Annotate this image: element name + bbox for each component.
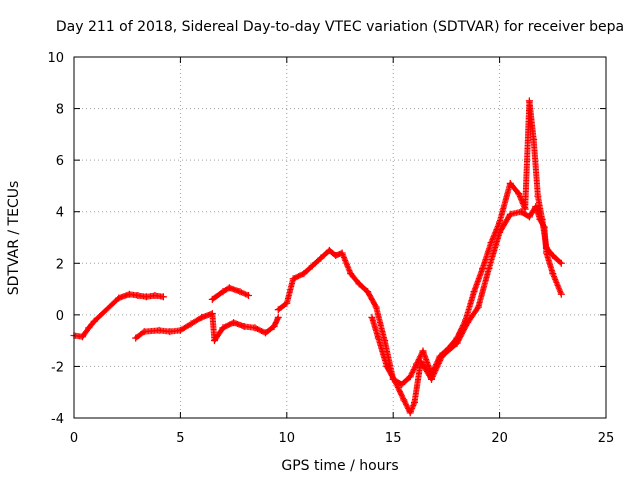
x-tick-label: 0 bbox=[70, 431, 78, 446]
series-trace-upper_track bbox=[72, 99, 564, 387]
y-tick-label: 4 bbox=[56, 206, 64, 221]
x-tick-label: 20 bbox=[491, 431, 508, 446]
x-tick-label: 15 bbox=[385, 431, 402, 446]
x-tick-label: 5 bbox=[176, 431, 184, 446]
y-tick-label: -4 bbox=[51, 412, 64, 427]
ticks: 0 5 10 15 20 25 -4 -2 0 2 4 6 8 10 bbox=[47, 51, 614, 446]
grid bbox=[74, 57, 606, 418]
y-tick-label: -2 bbox=[51, 360, 64, 375]
y-axis-label: SDTVAR / TECUs bbox=[6, 181, 22, 296]
x-tick-label: 10 bbox=[279, 431, 296, 446]
series-lower_track bbox=[132, 203, 565, 417]
data-marks bbox=[70, 97, 565, 417]
x-axis-label: GPS time / hours bbox=[281, 458, 398, 474]
y-tick-label: 0 bbox=[56, 309, 64, 324]
plot-frame bbox=[73, 56, 607, 419]
y-tick-label: 6 bbox=[56, 154, 64, 169]
y-tick-label: 10 bbox=[47, 51, 64, 66]
x-tick-label: 25 bbox=[598, 431, 615, 446]
data-point bbox=[557, 290, 565, 298]
series-trace-lower_track bbox=[133, 204, 564, 415]
y-tick-label: 2 bbox=[56, 257, 64, 272]
chart-title: Day 211 of 2018, Sidereal Day-to-day VTE… bbox=[56, 19, 624, 35]
y-tick-label: 8 bbox=[56, 103, 64, 118]
